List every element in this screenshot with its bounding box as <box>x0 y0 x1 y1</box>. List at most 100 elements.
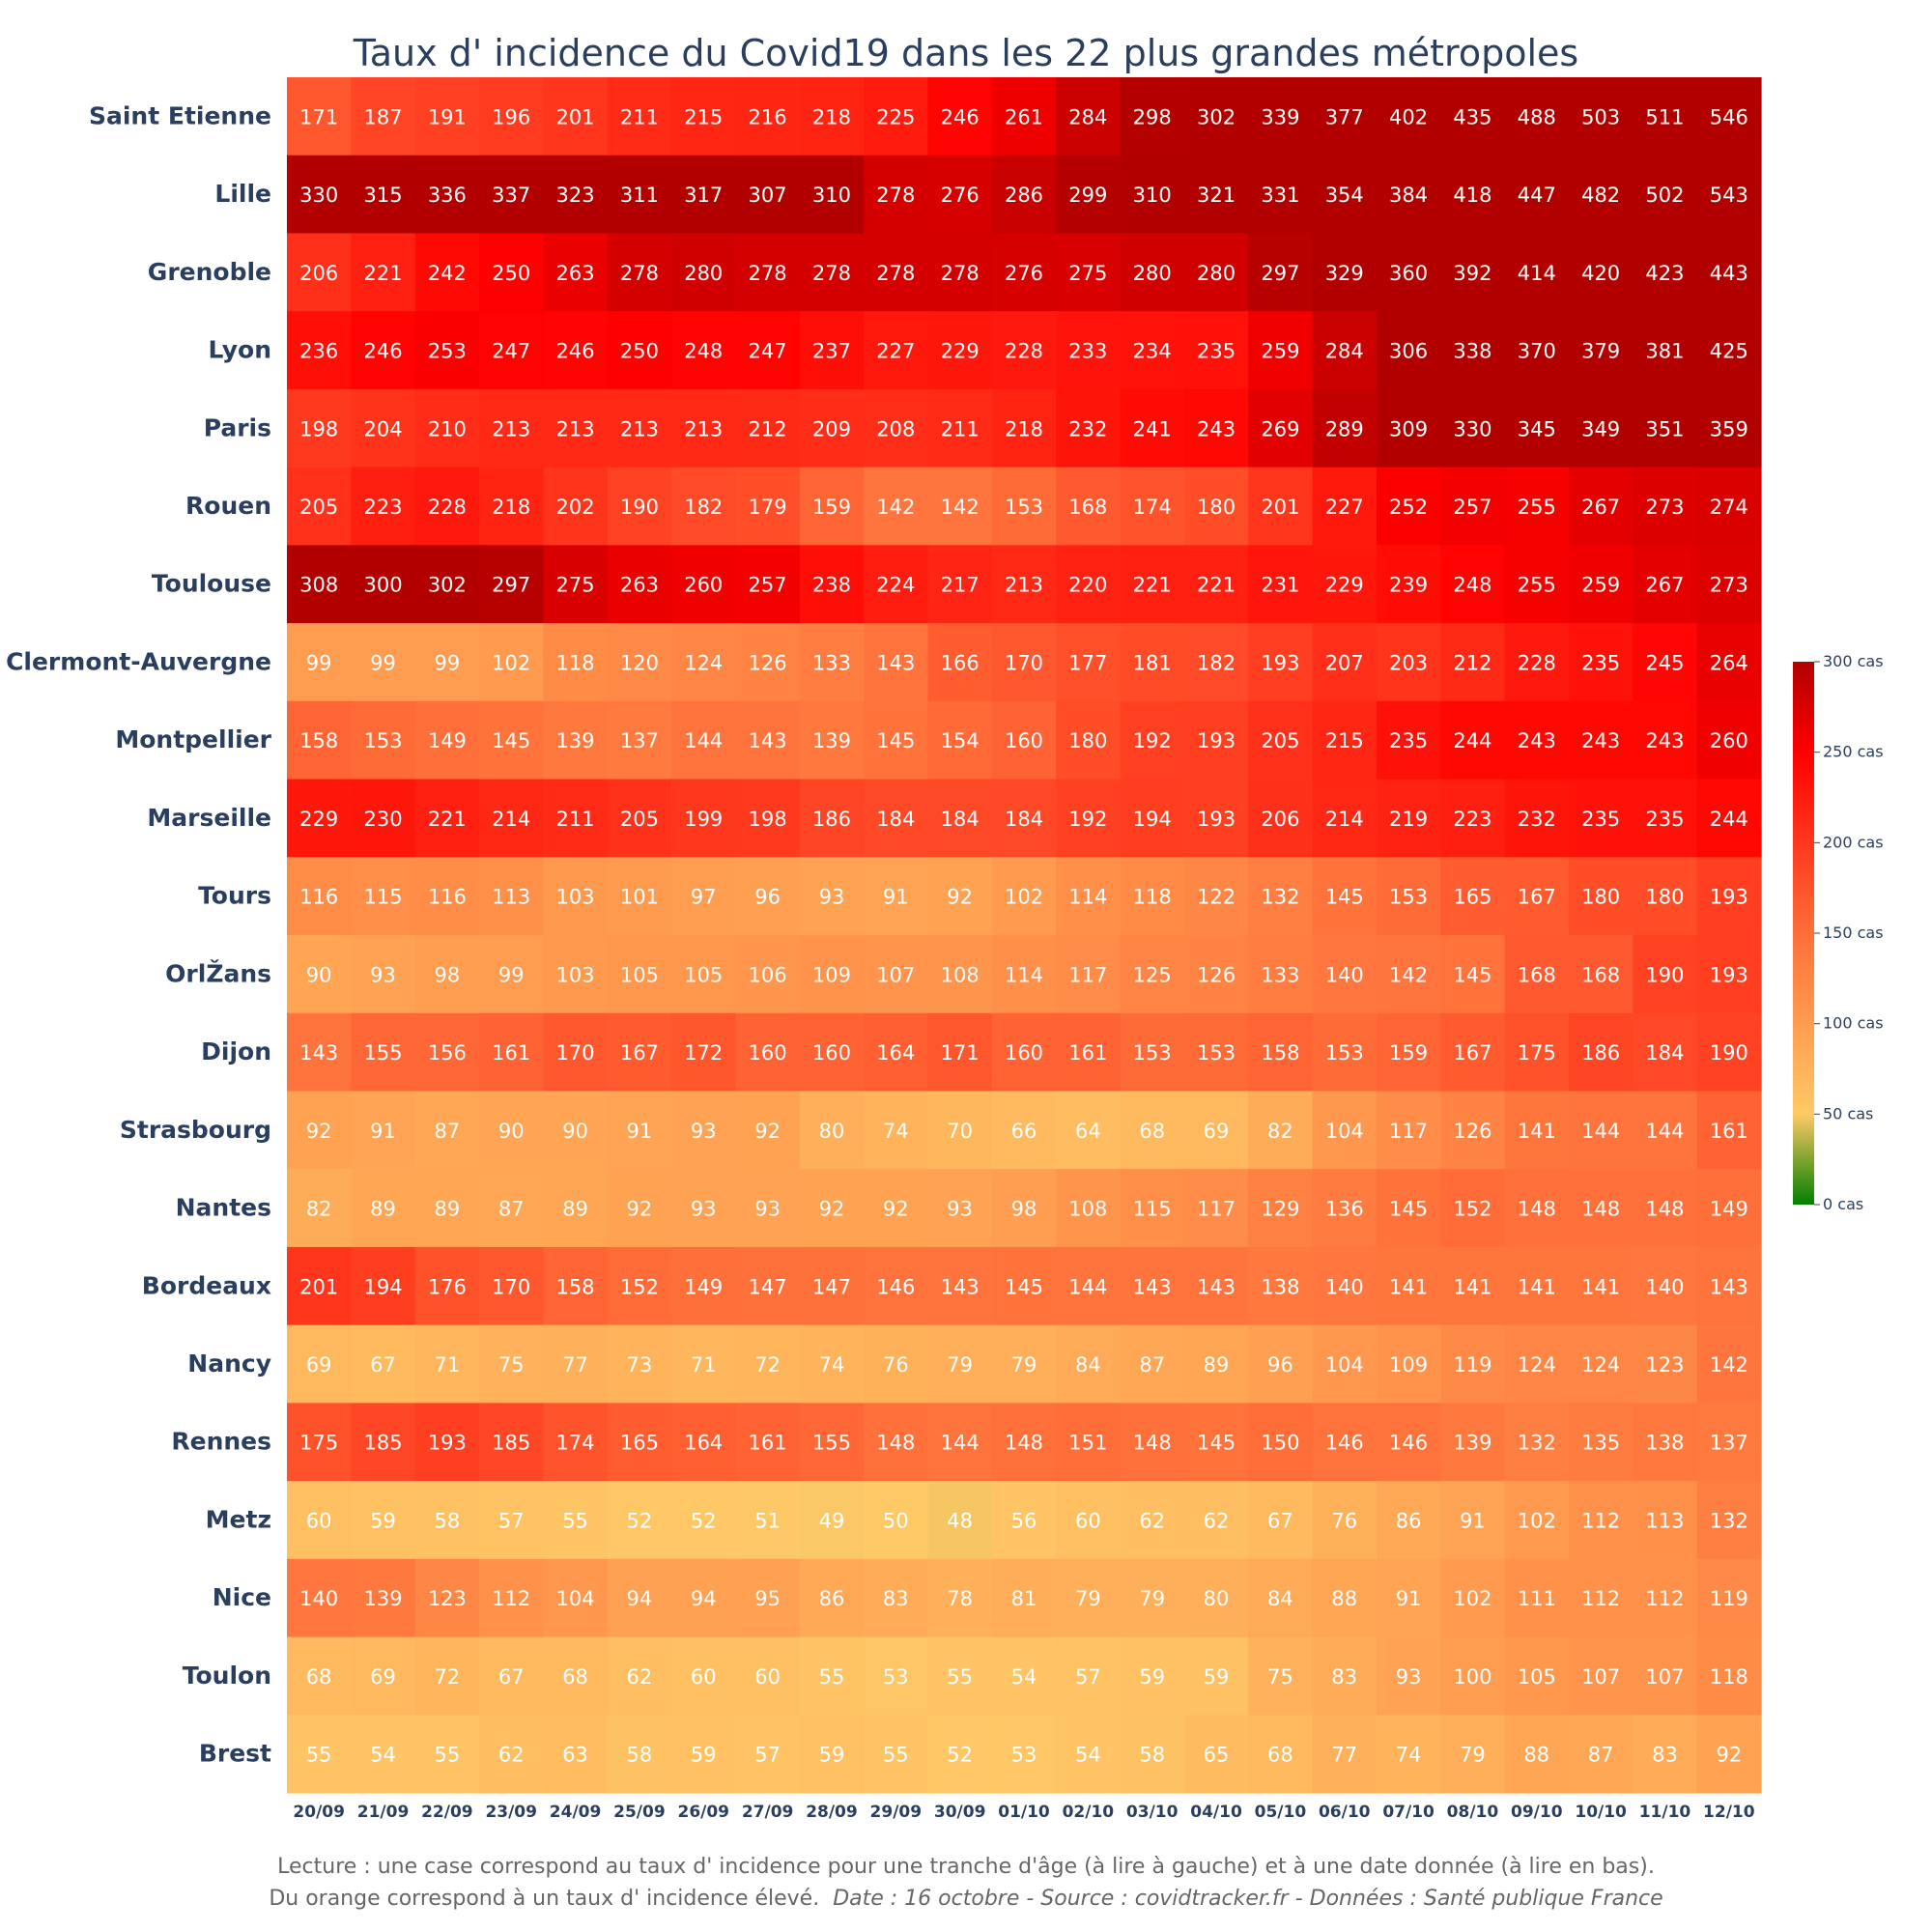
cell-value-label: 72 <box>435 1665 461 1689</box>
heatmap-cell <box>927 155 993 235</box>
cell-value-label: 244 <box>1710 808 1748 831</box>
heatmap-cell <box>414 1715 480 1794</box>
heatmap-cell <box>414 1636 480 1716</box>
cell-value-label: 89 <box>562 1198 588 1221</box>
heatmap-cell <box>1633 1715 1698 1794</box>
heatmap-cell <box>927 77 993 156</box>
colorbar-tick-label: 50 cas <box>1823 1104 1873 1122</box>
heatmap-cell <box>287 1246 352 1326</box>
cell-value-label: 57 <box>1075 1665 1101 1689</box>
cell-value-label: 211 <box>556 808 595 831</box>
heatmap-cell <box>1056 1246 1122 1326</box>
heatmap-cell <box>1183 1012 1249 1093</box>
heatmap-cell <box>1696 935 1762 1014</box>
heatmap-cell <box>607 1481 672 1560</box>
heatmap-cell <box>1056 779 1122 858</box>
cell-value-label: 175 <box>1518 1041 1556 1065</box>
cell-value-label: 141 <box>1518 1275 1556 1298</box>
cell-value-label: 278 <box>941 262 980 285</box>
cell-value-label: 55 <box>883 1744 909 1767</box>
cell-value-label: 276 <box>941 184 980 207</box>
cell-value-label: 153 <box>1005 496 1043 519</box>
heatmap-cell <box>1440 1403 1506 1482</box>
cell-value-label: 244 <box>1453 729 1492 753</box>
heatmap-chart: Taux d' incidence du Covid19 dans les 22… <box>6 32 1884 1822</box>
column-label: 10/10 <box>1575 1803 1627 1822</box>
cell-value-label: 213 <box>492 417 530 440</box>
heatmap-cell <box>1633 77 1698 156</box>
row-label: Clermont-Auvergne <box>6 647 271 675</box>
heatmap-cell <box>1183 1715 1249 1794</box>
cell-value-label: 164 <box>684 1432 723 1455</box>
cell-value-label: 139 <box>812 729 851 753</box>
heatmap-cell <box>1696 1558 1762 1638</box>
heatmap-cell <box>287 935 352 1014</box>
heatmap-cell <box>1633 233 1698 312</box>
cell-value-label: 143 <box>1710 1275 1748 1298</box>
heatmap-cell <box>799 857 865 936</box>
heatmap-cell <box>351 857 416 936</box>
row-label: Strasbourg <box>120 1116 271 1144</box>
cell-value-label: 306 <box>1389 340 1428 363</box>
row-label: Rennes <box>171 1428 271 1456</box>
heatmap-cell <box>479 857 544 936</box>
cell-value-label: 232 <box>1068 417 1107 440</box>
cell-value-label: 140 <box>1325 1275 1364 1298</box>
heatmap-cell <box>1183 623 1249 702</box>
cell-value-label: 351 <box>1645 417 1684 440</box>
cell-value-label: 155 <box>812 1432 851 1455</box>
cell-value-label: 80 <box>1204 1587 1230 1610</box>
cell-value-label: 141 <box>1581 1275 1620 1298</box>
cell-value-label: 99 <box>306 651 332 674</box>
heatmap-cell <box>287 311 352 390</box>
cell-value-label: 99 <box>370 651 396 674</box>
heatmap-cell <box>671 1481 737 1560</box>
cell-value-label: 59 <box>370 1509 396 1532</box>
cell-value-label: 329 <box>1325 262 1364 285</box>
heatmap-cell <box>735 388 801 469</box>
heatmap-cell <box>1633 1403 1698 1482</box>
cell-value-label: 228 <box>1518 651 1556 674</box>
heatmap-cell <box>479 1012 544 1093</box>
heatmap-cell <box>1183 388 1249 469</box>
cell-value-label: 75 <box>1267 1665 1293 1689</box>
cell-value-label: 165 <box>1453 886 1492 909</box>
cell-value-label: 144 <box>1068 1275 1107 1298</box>
cell-value-label: 180 <box>1068 729 1107 753</box>
heatmap-cell <box>1183 311 1249 390</box>
cell-value-label: 161 <box>749 1432 787 1455</box>
heatmap-cell <box>1248 1091 1314 1170</box>
heatmap-cell <box>1633 1091 1698 1170</box>
cell-value-label: 141 <box>1518 1120 1556 1143</box>
heatmap-cell <box>991 1481 1057 1560</box>
cell-value-label: 502 <box>1645 184 1684 207</box>
cell-value-label: 79 <box>947 1353 973 1377</box>
heatmap-cell <box>864 467 929 546</box>
heatmap-cell <box>1248 1246 1314 1326</box>
heatmap-cells: 171 187 191 196 201 211 215 216 218 225 246 261 284 2… <box>287 77 1762 1794</box>
cell-value-label: 55 <box>819 1665 845 1689</box>
cell-value-label: 141 <box>1453 1275 1492 1298</box>
row-label: Montpellier <box>115 725 271 753</box>
heatmap-cell <box>735 1481 801 1560</box>
column-label: 28/09 <box>806 1803 858 1822</box>
heatmap-cell <box>735 857 801 936</box>
cell-value-label: 105 <box>1518 1665 1556 1689</box>
heatmap-cell <box>543 779 609 858</box>
cell-value-label: 315 <box>363 184 402 207</box>
cell-value-label: 143 <box>876 651 915 674</box>
heatmap-cell <box>1568 700 1634 781</box>
column-label: 29/09 <box>870 1803 923 1822</box>
cell-value-label: 160 <box>812 1041 851 1065</box>
cell-value-label: 62 <box>1204 1509 1230 1532</box>
heatmap-cell <box>607 545 672 624</box>
cell-value-label: 158 <box>556 1275 595 1298</box>
heatmap-cell <box>799 935 865 1014</box>
cell-value-label: 160 <box>1005 1041 1043 1065</box>
cell-value-label: 252 <box>1389 496 1428 519</box>
heatmap-cell <box>1312 467 1378 546</box>
cell-value-label: 165 <box>620 1432 659 1455</box>
cell-value-label: 76 <box>883 1353 909 1377</box>
heatmap-cell <box>1056 1091 1122 1170</box>
heatmap-cell <box>543 623 609 702</box>
